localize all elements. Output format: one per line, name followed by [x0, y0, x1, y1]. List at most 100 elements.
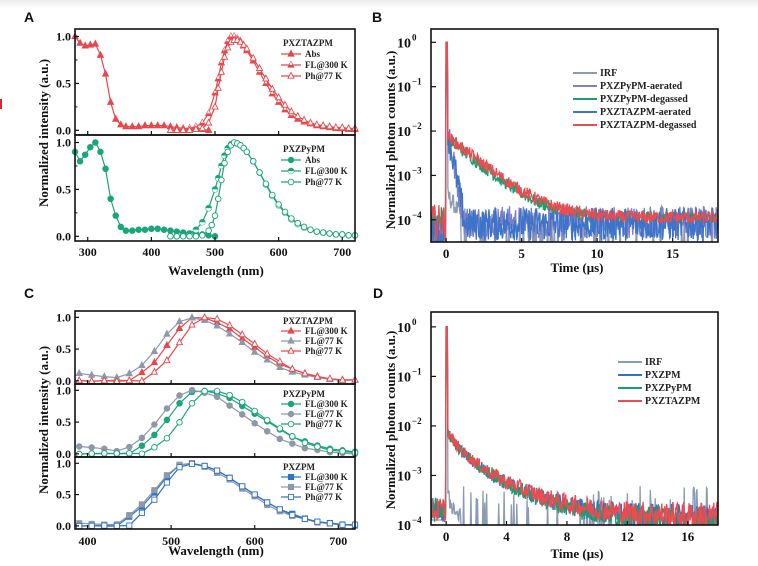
data-point: [81, 151, 89, 158]
data-point: [213, 321, 221, 329]
y-tick-label: 0.5: [56, 488, 71, 502]
legend-label: FL@300 K: [305, 166, 348, 176]
margin-marker: [0, 99, 2, 109]
data-point: [307, 226, 314, 233]
y-tick-label: 0.0: [56, 123, 71, 137]
legend-marker: [287, 49, 295, 57]
data-point: [126, 512, 133, 519]
legend-label: PXZTAZPM-degassed: [600, 120, 697, 131]
panel-b-chart: 10 010 −110 −210 −310 −40 5 10 15IRFPXZPyPM-aera…: [397, 28, 719, 261]
panel-label-d: D: [373, 285, 383, 301]
data-point: [276, 425, 284, 432]
data-point: [263, 355, 271, 363]
data-point: [275, 201, 282, 208]
y-tick-exponent: 0: [412, 317, 417, 327]
data-point: [163, 479, 170, 486]
x-tick-label: 0: [443, 246, 450, 261]
data-point: [175, 323, 184, 331]
data-point-half: [212, 189, 218, 193]
data-point: [106, 97, 115, 105]
y-tick-label: 10: [397, 81, 411, 96]
data-point: [86, 40, 95, 48]
y-tick-label: 10: [397, 469, 411, 484]
plot-area: [431, 41, 718, 242]
y-tick-label: 1.0: [56, 383, 71, 397]
y-tick-label: 0.5: [56, 342, 71, 356]
data-point: [314, 443, 321, 450]
data-point: [125, 376, 134, 384]
data-point: [199, 232, 206, 239]
y-tick-label: 0.0: [56, 447, 71, 461]
y-tick-exponent: −4: [412, 210, 422, 220]
panel-label-a: A: [24, 9, 34, 25]
data-point: [91, 39, 100, 47]
series-line-fl-300-k: [170, 141, 355, 237]
legend-marker: [287, 493, 295, 501]
y-tick-label: 10: [397, 420, 411, 435]
data-point: [151, 487, 158, 494]
data-point: [223, 43, 232, 51]
y-tick-label: 1.0: [56, 136, 71, 150]
legend-marker: [287, 410, 295, 418]
data-point: [113, 522, 120, 529]
data-point: [217, 67, 226, 75]
data-point-half: [200, 119, 204, 123]
data-point: [251, 491, 258, 498]
data-point: [345, 232, 352, 239]
data-point: [263, 416, 271, 424]
legend-label: Abs: [305, 155, 321, 165]
data-point: [289, 433, 296, 440]
data-point: [319, 229, 327, 236]
data-point: [332, 123, 340, 131]
legend-title: PXZPyPM: [283, 144, 325, 154]
data-point: [313, 228, 321, 235]
data-point: [126, 522, 133, 529]
panel-c-frame-2: [74, 456, 356, 530]
data-point: [338, 375, 347, 383]
legend-marker: [287, 336, 295, 344]
data-point: [175, 317, 184, 325]
y-tick-label: 0.5: [56, 76, 71, 90]
data-point: [276, 506, 283, 513]
data-point: [208, 221, 216, 229]
data-point: [141, 226, 149, 233]
data-point: [76, 38, 84, 46]
data-point: [289, 511, 296, 519]
data-point-half: [229, 33, 233, 37]
data-point: [276, 357, 284, 365]
panel-a-ylabel: Normalized intensity (a.u.): [36, 59, 51, 207]
data-point: [138, 434, 146, 442]
y-tick-label: 10: [397, 370, 411, 385]
data-point: [243, 148, 251, 156]
data-point: [188, 320, 196, 328]
data-point: [150, 358, 159, 366]
legend-label: Ph@77 K: [305, 346, 342, 356]
y-tick-exponent: −2: [412, 121, 422, 131]
legend-label: IRF: [645, 357, 662, 368]
data-point: [213, 314, 221, 322]
data-point: [192, 233, 200, 240]
series-line-ph-77-k: [170, 141, 355, 237]
data-point: [301, 444, 309, 452]
x-tick-label: 300: [79, 245, 97, 259]
x-tick-label: 12: [621, 529, 634, 544]
x-tick-label: 400: [142, 245, 160, 259]
panel-d-chart: 10 010 −110 −210 −310 −40 4 8 12 16IRFPXZPMPXZPyP…: [397, 311, 719, 544]
series-line-fl-300-k: [170, 35, 355, 131]
data-point: [117, 223, 125, 231]
y-tick-label: 10: [397, 214, 411, 229]
data-point: [263, 428, 271, 435]
legend-label: FL@300 K: [305, 399, 348, 409]
data-point: [238, 337, 246, 345]
data-point: [138, 360, 146, 369]
series-line-pxztazpm: [431, 326, 718, 525]
y-tick-label: 1.0: [56, 30, 71, 44]
data-point: [225, 320, 234, 329]
series-line-pxztazpm-aerated: [431, 41, 718, 242]
y-tick-label: 10: [397, 519, 411, 534]
panel-b-frame: [430, 28, 719, 243]
data-point: [128, 122, 137, 130]
data-point: [163, 472, 170, 479]
